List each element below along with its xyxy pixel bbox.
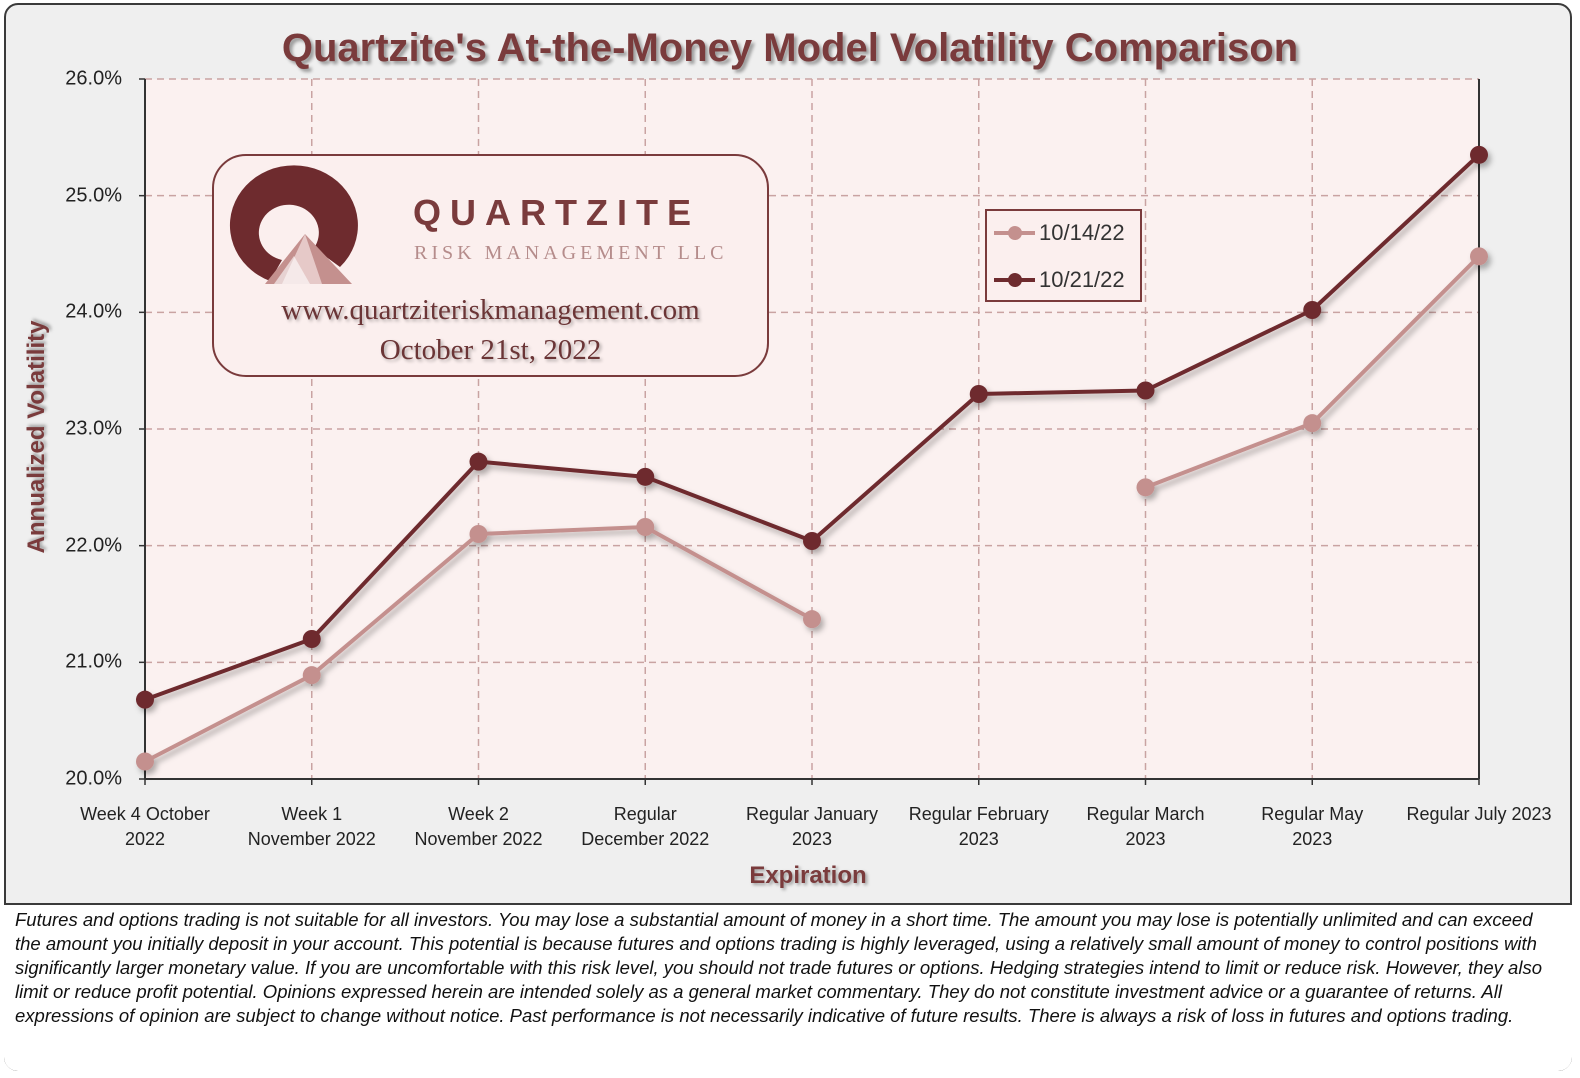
x-tick-label: Week 4 October 2022: [80, 804, 210, 849]
data-point-10-21-22: [1470, 145, 1488, 164]
x-tick-label: Regular March 2023: [1086, 804, 1205, 849]
chart-title: Quartzite's At-the-Money Model Volatilit…: [281, 26, 1299, 70]
quartzite-logo-icon: [229, 165, 358, 284]
data-point-10-14-22: [1470, 247, 1488, 266]
website-url: www.quartziteriskmanagement.com: [281, 294, 700, 326]
disclaimer-text: Futures and options trading is not suita…: [15, 909, 1542, 1026]
x-tick-label: Week 1 November 2022: [247, 804, 376, 849]
x-tick-label: Regular May 2023: [1261, 804, 1364, 849]
x-tick-label: Regular December 2022: [581, 804, 710, 849]
logo-wordmark: QUARTZITE: [413, 192, 700, 233]
legend-marker-10-14-22: [1008, 226, 1022, 240]
series-layer: [136, 145, 1488, 771]
y-tick-label: 22.0%: [65, 534, 122, 557]
logo-subtitle: RISK MANAGEMENT LLC: [414, 242, 728, 264]
data-point-10-14-22: [136, 752, 154, 771]
data-point-10-14-22: [636, 518, 655, 536]
data-point-10-14-22: [803, 610, 821, 629]
report-date: October 21st, 2022: [379, 334, 602, 366]
axes: [139, 78, 1480, 785]
data-point-10-14-22: [1303, 414, 1322, 433]
x-tick-label: Regular July 2023: [1406, 804, 1552, 824]
data-point-10-21-22: [302, 630, 321, 648]
data-point-10-21-22: [1303, 301, 1322, 319]
data-point-10-21-22: [469, 452, 488, 471]
legend: [985, 209, 1142, 302]
y-tick-label: 25.0%: [65, 184, 122, 207]
data-point-10-14-22: [1136, 478, 1155, 497]
x-tick-label: Regular January 2023: [745, 804, 879, 849]
data-point-10-21-22: [1136, 381, 1155, 400]
data-point-10-21-22: [969, 385, 988, 403]
x-tick-label: Week 2 November 2022: [414, 804, 543, 849]
y-axis-label-text: Annualized Volatility: [23, 320, 50, 554]
legend-label-10-14-22: 10/14/22: [1039, 220, 1125, 245]
data-point-10-14-22: [469, 525, 488, 543]
y-tick-label: 20.0%: [65, 767, 122, 790]
y-tick-label: 24.0%: [65, 300, 122, 323]
y-tick-label: 21.0%: [65, 650, 122, 673]
x-axis-label: Expiration: [749, 862, 867, 889]
legend-marker-10-21-22: [1008, 273, 1022, 287]
disclaimer-panel: [4, 903, 1572, 1071]
data-point-10-21-22: [636, 467, 655, 486]
legend-markers: [994, 226, 1035, 287]
data-point-10-14-22: [302, 666, 321, 685]
data-point-10-21-22: [136, 690, 154, 709]
y-tick-label: 26.0%: [65, 67, 122, 90]
y-tick-label: 23.0%: [65, 417, 122, 440]
legend-label-10-21-22: 10/21/22: [1039, 267, 1125, 292]
x-tick-label: Regular February 2023: [908, 804, 1049, 849]
data-point-10-21-22: [803, 532, 821, 550]
